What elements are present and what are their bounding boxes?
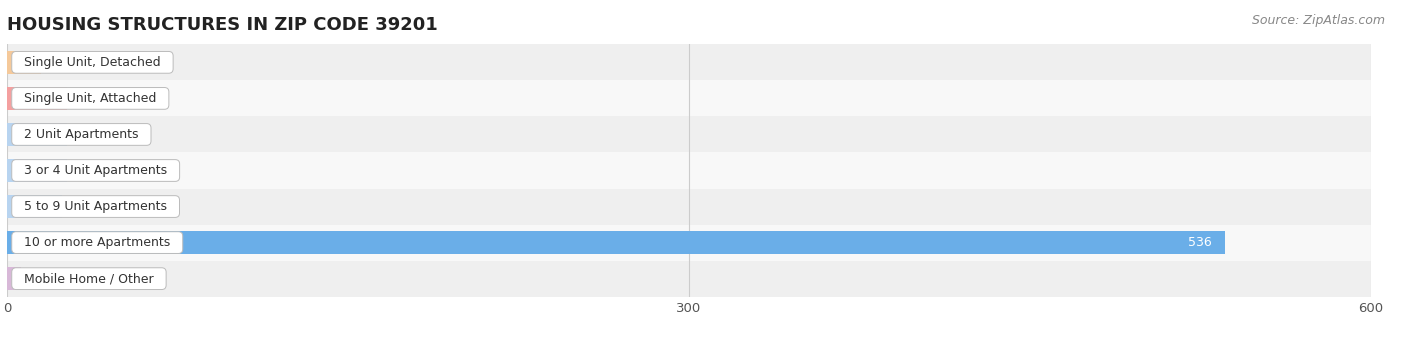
Bar <box>7 189 1371 225</box>
Bar <box>7 195 62 218</box>
Text: 536: 536 <box>1188 236 1212 249</box>
Text: 24: 24 <box>76 200 91 213</box>
Bar <box>7 261 1371 297</box>
Bar <box>7 159 67 182</box>
Text: 0: 0 <box>80 164 89 177</box>
Text: Single Unit, Detached: Single Unit, Detached <box>15 56 169 69</box>
Bar <box>7 87 67 109</box>
Text: 0: 0 <box>80 92 89 105</box>
Bar <box>7 116 1371 152</box>
Text: 6: 6 <box>34 272 42 285</box>
Bar <box>7 51 41 74</box>
Text: Single Unit, Attached: Single Unit, Attached <box>15 92 165 105</box>
Text: Source: ZipAtlas.com: Source: ZipAtlas.com <box>1251 14 1385 27</box>
Text: Mobile Home / Other: Mobile Home / Other <box>15 272 162 285</box>
Bar <box>7 225 1371 261</box>
Text: 2 Unit Apartments: 2 Unit Apartments <box>15 128 146 141</box>
Text: 10 or more Apartments: 10 or more Apartments <box>15 236 179 249</box>
Text: HOUSING STRUCTURES IN ZIP CODE 39201: HOUSING STRUCTURES IN ZIP CODE 39201 <box>7 16 437 34</box>
Text: 15: 15 <box>55 56 70 69</box>
Text: 5 to 9 Unit Apartments: 5 to 9 Unit Apartments <box>15 200 176 213</box>
Bar <box>7 267 21 290</box>
Bar <box>7 152 1371 189</box>
Text: 3 or 4 Unit Apartments: 3 or 4 Unit Apartments <box>15 164 176 177</box>
Text: 0: 0 <box>80 128 89 141</box>
Bar <box>7 44 1371 80</box>
Bar <box>7 80 1371 116</box>
Bar <box>7 232 1226 254</box>
Bar <box>7 123 67 146</box>
